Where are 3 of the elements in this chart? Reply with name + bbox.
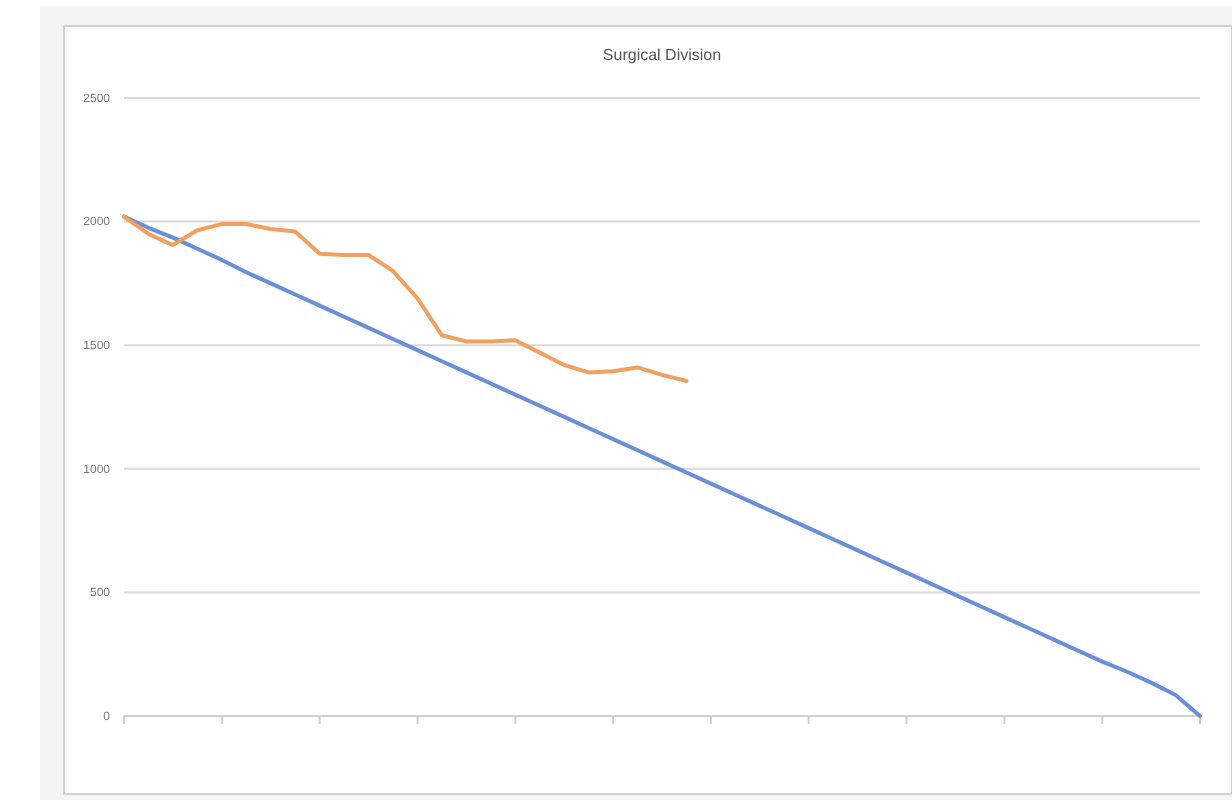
chart-title: Surgical Division xyxy=(602,46,722,64)
line-series xyxy=(122,214,689,384)
line-series xyxy=(122,214,1202,718)
